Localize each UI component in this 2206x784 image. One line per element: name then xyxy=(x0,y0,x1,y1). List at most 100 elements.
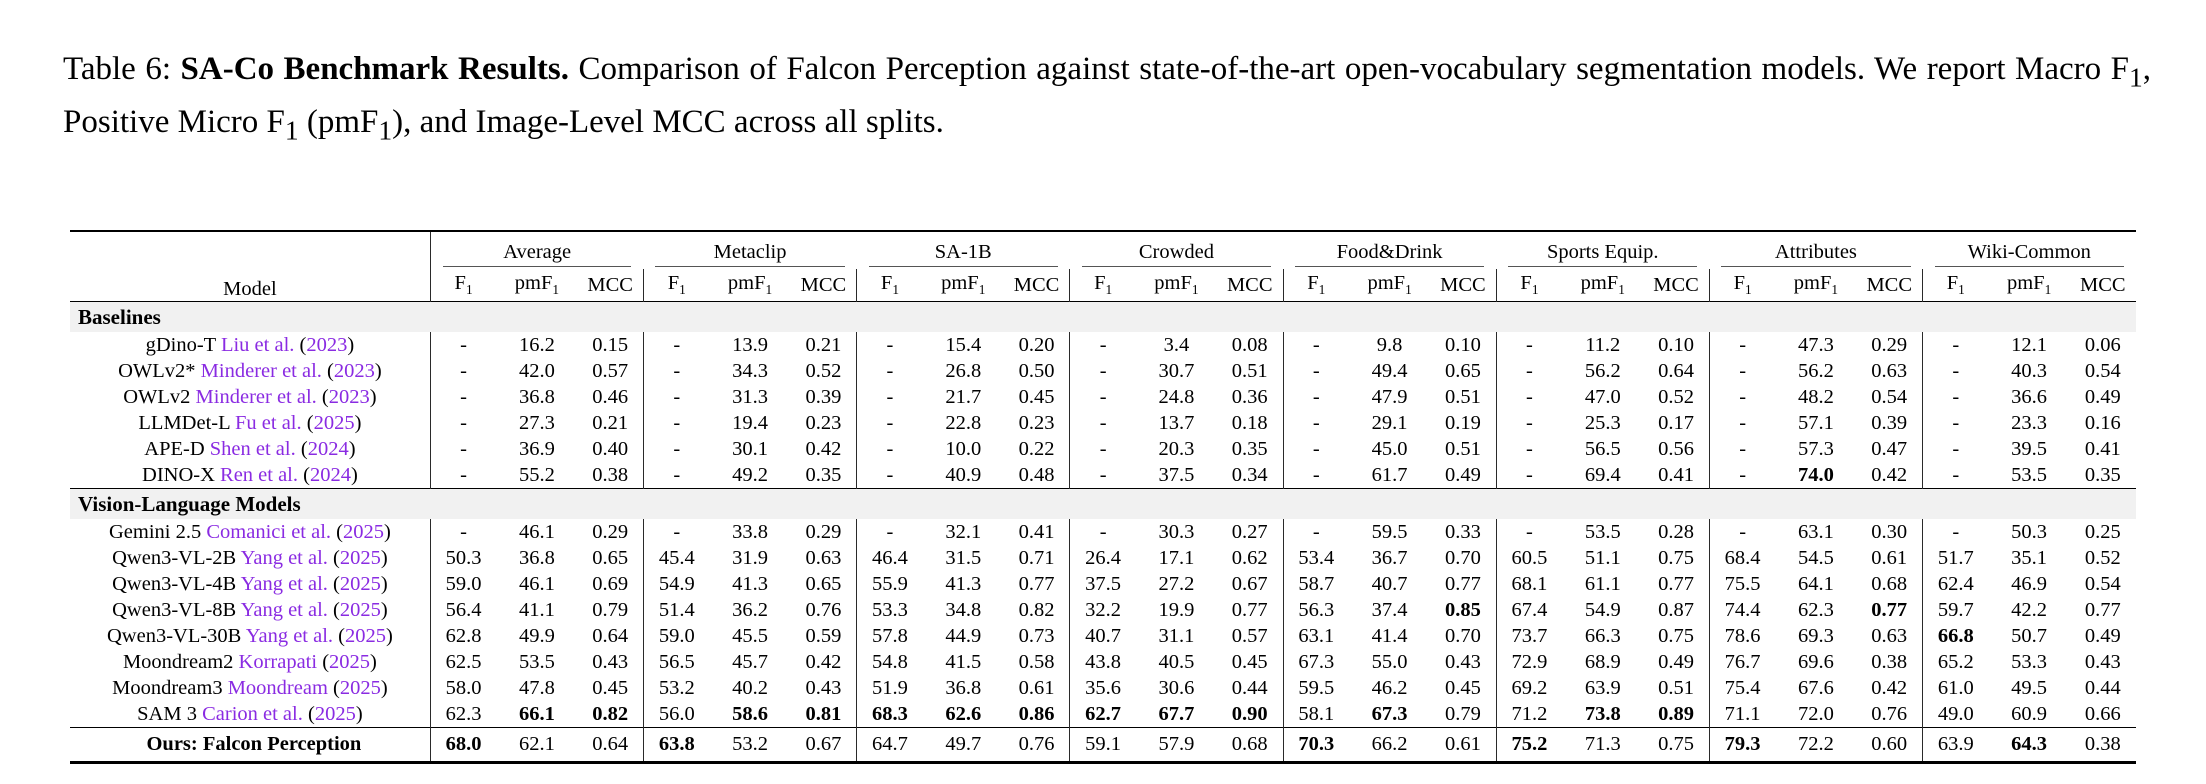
value-cell: 51.4 xyxy=(658,598,695,621)
value-cell: - xyxy=(1526,333,1533,356)
citation-link[interactable]: Comanici et al. xyxy=(206,520,332,543)
value-cell: - xyxy=(460,437,467,460)
citation-link[interactable]: Ren et al. xyxy=(220,463,299,486)
citation-link[interactable]: Korrapati xyxy=(238,650,318,673)
value-cell: 0.47 xyxy=(1856,436,1924,462)
table-row: OWLv2* Minderer et al. (2023) - 42.0 0.57 - 3… xyxy=(70,358,2136,384)
value-cell: - xyxy=(1952,463,1960,486)
value-cell: 0.71 xyxy=(1003,545,1071,571)
value-cell: 58.0 xyxy=(445,676,482,699)
citation-link[interactable]: Yang et al. xyxy=(240,598,328,621)
subcolumn-header: MCC xyxy=(1856,269,1924,302)
table-row: SAM 3 Carion et al. (2025) 62.3 66.1 0.82 56… xyxy=(70,701,2136,728)
caption-text: Comparison of Falcon Perception against … xyxy=(63,51,2151,146)
value-cell: 66.8 xyxy=(1937,624,1974,647)
value-cell: 0.48 xyxy=(1003,462,1071,489)
value-cell: - xyxy=(1526,359,1533,382)
citation-link[interactable]: Shen et al. xyxy=(209,437,296,460)
value-cell: 53.3 xyxy=(2011,650,2048,673)
table-row: APE-D Shen et al. (2024) - 36.9 0.40 - 30.1 0.… xyxy=(70,436,2136,462)
citation-year-link[interactable]: 2025 xyxy=(329,650,371,673)
value-cell: 37.5 xyxy=(1158,463,1195,486)
value-cell: - xyxy=(460,359,467,382)
citation-link[interactable]: Yang et al. xyxy=(240,546,328,569)
citation-year-link[interactable]: 2025 xyxy=(339,546,381,569)
citation-year-link[interactable]: 2025 xyxy=(345,624,386,647)
citation-year-link[interactable]: 2023 xyxy=(328,385,370,408)
value-cell: 0.64 xyxy=(577,727,644,763)
model-name: Qwen3-VL-4B xyxy=(112,572,241,595)
value-cell: 26.8 xyxy=(945,359,982,382)
value-cell: 0.89 xyxy=(1643,701,1710,728)
citation-year-link[interactable]: 2025 xyxy=(313,411,355,434)
citation-link[interactable]: Fu et al. xyxy=(235,411,302,434)
value-cell: 53.2 xyxy=(732,733,768,756)
value-cell: 62.3 xyxy=(1797,598,1834,621)
value-cell: 59.5 xyxy=(1298,676,1335,699)
model-cell: DINO-X Ren et al. (2024) xyxy=(70,462,431,489)
value-cell: 19.4 xyxy=(732,411,768,434)
value-cell: 57.3 xyxy=(1797,437,1834,460)
value-cell: 71.3 xyxy=(1584,733,1621,756)
value-cell: 15.4 xyxy=(945,333,982,356)
value-cell: 0.27 xyxy=(1216,519,1284,545)
ours-row: Ours: Falcon Perception 68.0 62.1 0.64 63.8 5… xyxy=(70,727,2136,763)
subcolumn-header: F1 xyxy=(880,272,899,298)
citation-link[interactable]: Moondream xyxy=(227,676,328,699)
group-header: Sports Equip. xyxy=(1496,231,1709,269)
value-cell: 10.0 xyxy=(945,437,982,460)
value-cell: 30.7 xyxy=(1158,359,1195,382)
citation-year-link[interactable]: 2025 xyxy=(314,702,356,725)
value-cell: 0.41 xyxy=(1003,519,1071,545)
citation-link[interactable]: Minderer et al. xyxy=(195,385,317,408)
citation-year-link[interactable]: 2025 xyxy=(339,572,381,595)
value-cell: 0.45 xyxy=(1003,384,1071,410)
value-cell: 0.20 xyxy=(1003,332,1071,358)
value-cell: 40.7 xyxy=(1085,624,1122,647)
citation-year-link[interactable]: 2023 xyxy=(333,359,375,382)
value-cell: 0.62 xyxy=(1216,545,1284,571)
table-row: Qwen3-VL-8B Yang et al. (2025) 56.4 41.1 0.… xyxy=(70,597,2136,623)
model-name: OWLv2* xyxy=(118,359,201,382)
value-cell: - xyxy=(1739,411,1747,434)
citation-year-link[interactable]: 2023 xyxy=(306,333,348,356)
citation-link[interactable]: Minderer et al. xyxy=(200,359,322,382)
subcolumn-header: pmF1 xyxy=(2006,272,2052,298)
citation-year-link[interactable]: 2025 xyxy=(339,598,381,621)
value-cell: 31.9 xyxy=(732,546,768,569)
group-header: SA-1B xyxy=(857,231,1070,269)
value-cell: 0.49 xyxy=(1643,649,1710,675)
value-cell: 0.39 xyxy=(1856,410,1924,436)
value-cell: 41.5 xyxy=(945,650,982,673)
model-cell: Qwen3-VL-30B Yang et al. (2025) xyxy=(70,623,431,649)
value-cell: - xyxy=(1099,437,1107,460)
value-cell: 0.65 xyxy=(790,571,858,597)
citation-link[interactable]: Yang et al. xyxy=(245,624,334,647)
value-cell: 61.7 xyxy=(1371,463,1408,486)
citation-year-link[interactable]: 2025 xyxy=(339,676,381,699)
citation-link[interactable]: Liu et al. xyxy=(220,333,295,356)
value-cell: 36.7 xyxy=(1371,546,1408,569)
value-cell: 62.3 xyxy=(445,702,482,725)
group-header: Crowded xyxy=(1070,231,1283,269)
model-cell: Qwen3-VL-8B Yang et al. (2025) xyxy=(70,597,431,623)
value-cell: - xyxy=(886,333,894,356)
value-cell: 45.4 xyxy=(658,546,695,569)
citation-year-link[interactable]: 2025 xyxy=(342,520,384,543)
value-cell: 42.0 xyxy=(518,359,555,382)
value-cell: 46.1 xyxy=(518,520,555,543)
value-cell: - xyxy=(1312,359,1320,382)
citation-link[interactable]: Yang et al. xyxy=(240,572,328,595)
value-cell: 32.1 xyxy=(945,520,982,543)
value-cell: - xyxy=(1099,411,1107,434)
citation-link[interactable]: Carion et al. xyxy=(202,702,303,725)
citation-year-link[interactable]: 2024 xyxy=(307,437,349,460)
value-cell: 56.4 xyxy=(445,598,482,621)
value-cell: 47.9 xyxy=(1371,385,1408,408)
value-cell: 0.19 xyxy=(1430,410,1497,436)
citation-year-link[interactable]: 2024 xyxy=(309,463,351,486)
value-cell: - xyxy=(460,463,467,486)
value-cell: 0.36 xyxy=(1216,384,1284,410)
value-cell: 56.0 xyxy=(658,702,695,725)
value-cell: 0.44 xyxy=(1216,675,1284,701)
